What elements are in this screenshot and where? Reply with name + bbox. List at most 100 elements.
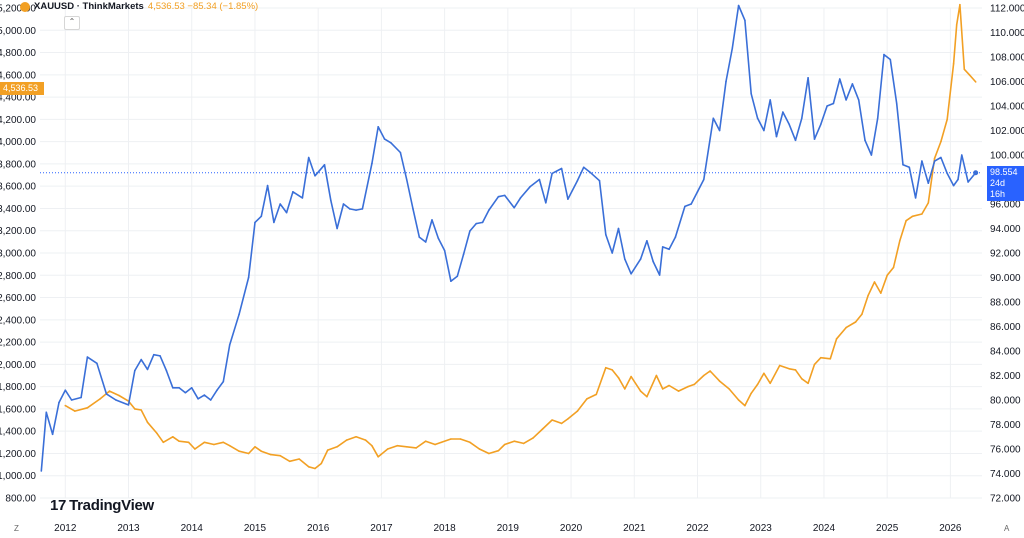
dxy-data-point (462, 253, 465, 255)
gold-data-point (617, 376, 620, 379)
time-axis-tick-label: 2024 (813, 523, 836, 534)
dxy-data-point (488, 209, 490, 211)
gold-data-point (396, 444, 399, 447)
dxy-data-point (96, 362, 98, 365)
dxy-data-point (238, 313, 240, 316)
gold-data-point (952, 62, 955, 65)
gold-data-point (750, 392, 752, 395)
tradingview-logo-icon: 17 (50, 497, 67, 514)
gold-data-point (364, 439, 367, 441)
dxy-data-point (957, 178, 959, 181)
dxy-data-point (140, 358, 142, 361)
gold-data-point (279, 454, 282, 457)
left-axis-tick-label: 1,800.00 (0, 382, 36, 393)
dxy-data-point (674, 236, 677, 238)
legend-symbol[interactable]: XAUUSD · ThinkMarkets (34, 1, 144, 12)
gold-data-point (703, 374, 705, 377)
dxy-data-point (870, 154, 873, 156)
dxy-series-line[interactable] (40, 4, 977, 472)
time-axis[interactable]: 2012 2013 2014 2015 2016 2017 2018 2019 2020 2021… (54, 523, 962, 534)
gold-data-point (108, 390, 111, 392)
left-axis-tick-label: 4,600.00 (0, 70, 36, 81)
gold-data-point (861, 313, 863, 316)
dxy-data-point (203, 394, 206, 396)
gold-series-line[interactable] (64, 3, 977, 470)
dxy-data-point (355, 209, 357, 211)
gold-data-point (639, 390, 642, 392)
gold-data-point (551, 419, 553, 421)
dxy-price-badge: 98.554 24d 16h (987, 166, 1024, 201)
time-axis-tick-label: 2013 (117, 523, 140, 534)
dxy-data-point (617, 227, 620, 230)
dxy-data-point (598, 179, 601, 182)
gold-data-point (728, 388, 730, 390)
dxy-data-point (383, 138, 386, 140)
left-price-axis[interactable]: 800.00 1,000.00 1,200.00 1,400.00 1,600.00 1,… (0, 4, 36, 505)
right-axis-tick-label: 72.000 (990, 494, 1021, 505)
time-axis-tick-label: 2017 (370, 523, 393, 534)
gold-data-point (541, 428, 544, 430)
dxy-data-point (794, 139, 797, 142)
gold-data-point (203, 441, 206, 444)
gold-data-point (955, 23, 958, 26)
dxy-data-point (513, 206, 515, 209)
left-axis-tick-label: 2,800.00 (0, 271, 36, 282)
collapse-legend-button[interactable]: ⌃ (64, 16, 80, 30)
gold-data-point (254, 446, 256, 448)
gold-data-point (905, 219, 907, 222)
dxy-price-label: 98.554 (990, 167, 1018, 177)
dxy-data-point (725, 80, 727, 83)
left-axis-tick-label: 4,000.00 (0, 137, 36, 148)
dxy-data-point (115, 399, 117, 401)
dxy-data-point (750, 93, 752, 95)
dxy-data-point (40, 470, 43, 472)
dxy-data-point (418, 236, 421, 238)
dxy-data-point (153, 353, 155, 356)
dxy-data-point (756, 117, 759, 120)
dxy-data-point (876, 117, 879, 120)
dxy-data-point (684, 205, 686, 208)
time-axis-tick-label: 2020 (560, 523, 583, 534)
gold-data-point (440, 441, 443, 444)
gold-data-point (386, 448, 389, 450)
dxy-data-point (323, 164, 326, 166)
legend[interactable]: XAUUSD · ThinkMarkets 4,536.53 −85.34 (−… (20, 1, 258, 12)
left-axis-tick-label: 3,000.00 (0, 249, 36, 260)
dxy-data-point (279, 203, 282, 205)
gold-data-point (560, 422, 563, 425)
dxy-data-point (314, 175, 316, 177)
dxy-data-point (336, 227, 338, 230)
gold-data-point (709, 370, 711, 372)
dxy-data-point (390, 142, 392, 144)
gold-data-point (371, 444, 373, 447)
gold-data-point (835, 338, 838, 340)
dxy-data-point (839, 78, 841, 80)
dxy-data-point (519, 197, 522, 199)
dxy-data-point (589, 171, 591, 173)
gold-data-point (737, 399, 740, 401)
dxy-data-point (914, 197, 917, 199)
timezone-toggle-button[interactable]: Z (14, 524, 19, 533)
right-price-axis[interactable]: 72.000 74.000 76.000 78.000 80.000 82.000 84.0… (990, 4, 1024, 505)
dxy-data-point (538, 178, 541, 181)
left-axis-tick-label: 4,400.00 (0, 93, 36, 104)
gold-data-point (892, 266, 895, 269)
dxy-data-point (273, 221, 275, 224)
right-axis-tick-label: 92.000 (990, 249, 1021, 260)
gold-data-point (238, 450, 240, 453)
gold-data-point (118, 394, 120, 397)
dxy-data-point (301, 197, 304, 199)
gold-data-point (801, 378, 803, 380)
auto-scale-button[interactable]: A (1004, 524, 1010, 533)
right-axis-tick-label: 94.000 (990, 224, 1021, 235)
tradingview-logo[interactable]: 17 TradingView (50, 497, 154, 514)
dxy-data-point (45, 411, 48, 414)
dxy-data-point (576, 179, 579, 182)
dxy-data-point (668, 248, 670, 251)
time-axis-tick-label: 2014 (181, 523, 204, 534)
dxy-data-point (940, 156, 942, 159)
dxy-data-point (731, 47, 734, 50)
dxy-data-point (70, 399, 73, 401)
gold-data-point (829, 358, 832, 360)
